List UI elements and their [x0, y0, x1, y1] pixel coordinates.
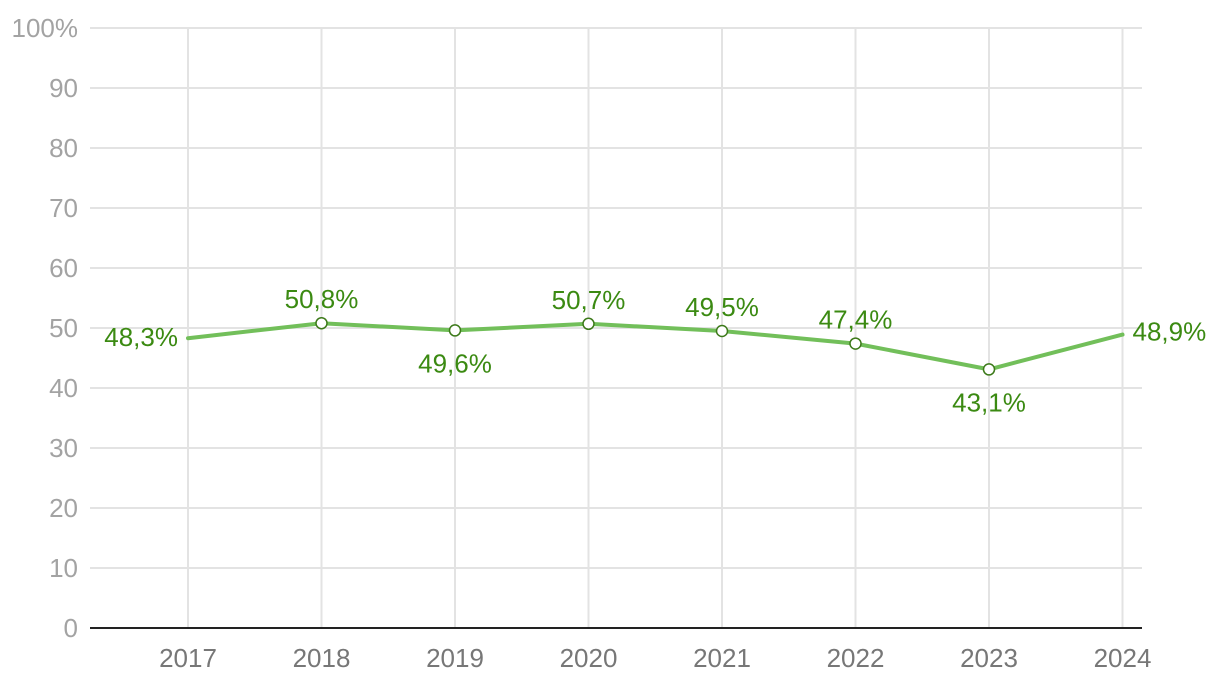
data-point-marker	[315, 316, 328, 330]
data-point-marker	[582, 317, 595, 331]
series-layer	[186, 316, 1125, 376]
y-tick-label: 80	[49, 133, 78, 163]
data-labels: 48,3% 50,8% 49,6% 50,7% 49,5% 47,4% 43,1% 48,9%	[104, 284, 1206, 417]
x-tick-label: 2017	[159, 643, 217, 673]
x-tick-label: 2024	[1094, 643, 1152, 673]
x-tick-label: 2021	[693, 643, 751, 673]
x-tick-label: 2022	[827, 643, 885, 673]
data-label: 48,3%	[104, 322, 178, 352]
data-label: 43,1%	[952, 387, 1026, 417]
data-label: 47,4%	[819, 305, 893, 335]
data-point-marker	[448, 324, 462, 337]
series-line	[186, 321, 1125, 372]
data-point-marker	[849, 337, 862, 350]
data-label: 49,6%	[418, 348, 492, 378]
grid-layer	[90, 27, 1142, 628]
x-tick-label: 2019	[426, 643, 484, 673]
y-tick-label: 50	[49, 313, 78, 343]
data-label: 50,7%	[552, 285, 626, 315]
data-label: 48,9%	[1133, 317, 1207, 347]
y-tick-label: 60	[49, 253, 78, 283]
data-label: 49,5%	[685, 292, 759, 322]
data-point-marker	[715, 324, 729, 338]
x-tick-label: 2020	[560, 643, 618, 673]
data-point-marker	[982, 363, 996, 376]
y-tick-label: 30	[49, 433, 78, 463]
data-label: 50,8%	[285, 284, 359, 314]
y-tick-label: 20	[49, 493, 78, 523]
y-tick-label: 10	[49, 553, 78, 583]
y-tick-label: 100%	[12, 13, 79, 43]
y-axis-ticks: 0 10 20 30 40 50 60 70 80 90 100%	[12, 13, 79, 643]
x-tick-label: 2018	[293, 643, 351, 673]
y-tick-label: 0	[64, 613, 78, 643]
y-tick-label: 70	[49, 193, 78, 223]
y-tick-label: 90	[49, 73, 78, 103]
y-tick-label: 40	[49, 373, 78, 403]
x-axis-ticks: 2017 2018 2019 2020 2021 2022 2023 2024	[159, 643, 1151, 673]
x-tick-label: 2023	[960, 643, 1018, 673]
